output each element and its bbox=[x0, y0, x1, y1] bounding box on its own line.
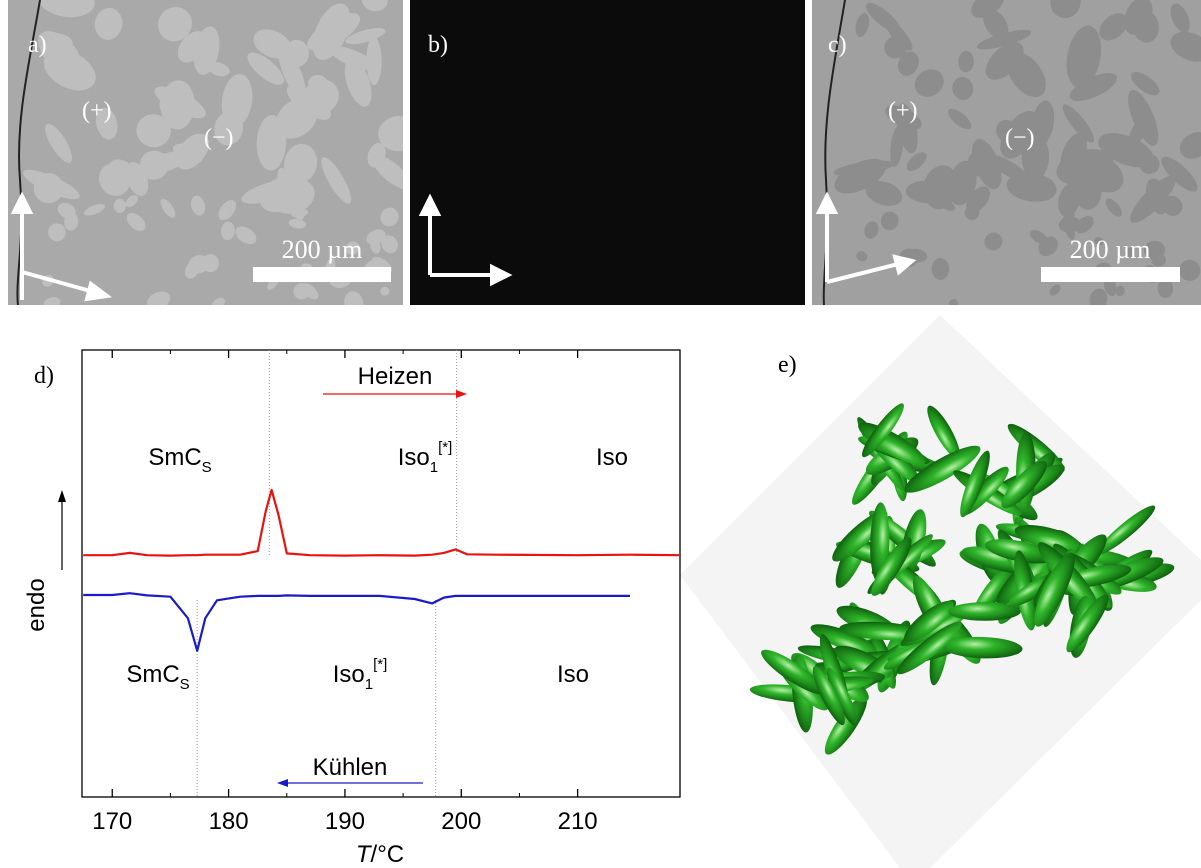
phase-label: Iso bbox=[596, 444, 628, 471]
y-arrow-head bbox=[58, 490, 66, 502]
render-background bbox=[680, 315, 1201, 868]
domain-label: (−) bbox=[204, 125, 234, 151]
scale-label: 200 µm bbox=[282, 235, 363, 264]
domain-label: (−) bbox=[1005, 125, 1035, 151]
x-tick-label: 200 bbox=[441, 808, 481, 835]
x-label-unit: /°C bbox=[371, 841, 405, 868]
domain bbox=[968, 151, 989, 177]
phase-name: Iso bbox=[596, 444, 628, 471]
domain-label: (+) bbox=[888, 98, 918, 124]
direction-arrow-head bbox=[277, 779, 288, 787]
x-tick-label: 170 bbox=[92, 808, 132, 835]
phase-name: SmC bbox=[126, 661, 179, 688]
y-axis-label: endo bbox=[23, 578, 50, 631]
phase-label: SmCS bbox=[148, 444, 211, 476]
phase-subscript: S bbox=[202, 459, 212, 476]
phase-name: Iso bbox=[333, 661, 365, 688]
panel-label: e) bbox=[778, 352, 797, 378]
phase-label: Iso1[*] bbox=[398, 439, 453, 476]
x-tick-label: 190 bbox=[325, 808, 365, 835]
phase-name: Iso bbox=[398, 444, 430, 471]
x-tick-label: 210 bbox=[558, 808, 598, 835]
domain-label: (+) bbox=[82, 98, 112, 124]
phase-superscript: [*] bbox=[438, 439, 452, 456]
panel-label: d) bbox=[34, 363, 54, 389]
phase-subscript: 1 bbox=[430, 459, 438, 476]
panel-label: a) bbox=[28, 32, 47, 58]
curve bbox=[83, 593, 630, 651]
x-axis-label: T/°C bbox=[356, 841, 404, 868]
panel-label: c) bbox=[828, 32, 847, 58]
phase-subscript: S bbox=[180, 676, 190, 693]
phase-name: Iso bbox=[557, 661, 589, 688]
page: a) (+) (−) 200 µm b) c) (+) (−) 200 µm e… bbox=[0, 0, 1201, 868]
series-label: Heizen bbox=[358, 363, 433, 390]
scale-label: 200 µm bbox=[1070, 235, 1151, 264]
x-tick-label: 180 bbox=[209, 808, 249, 835]
phase-label: Iso bbox=[557, 661, 589, 688]
phase-superscript: [*] bbox=[373, 656, 387, 673]
phase-subscript: 1 bbox=[365, 676, 373, 693]
scale-bar bbox=[1041, 267, 1180, 282]
domain bbox=[932, 258, 950, 280]
panel-label: b) bbox=[428, 32, 448, 58]
scale-bar bbox=[253, 267, 391, 282]
figure: a) (+) (−) 200 µm b) c) (+) (−) 200 µm e… bbox=[0, 0, 1201, 868]
series-label: Kühlen bbox=[313, 754, 388, 781]
curve bbox=[83, 490, 680, 556]
micrograph-b bbox=[410, 0, 805, 305]
phase-label: Iso1[*] bbox=[333, 656, 388, 693]
plot-frame bbox=[82, 350, 680, 797]
phase-name: SmC bbox=[148, 444, 201, 471]
direction-arrow-head bbox=[456, 390, 467, 398]
phase-label: SmCS bbox=[126, 661, 189, 693]
